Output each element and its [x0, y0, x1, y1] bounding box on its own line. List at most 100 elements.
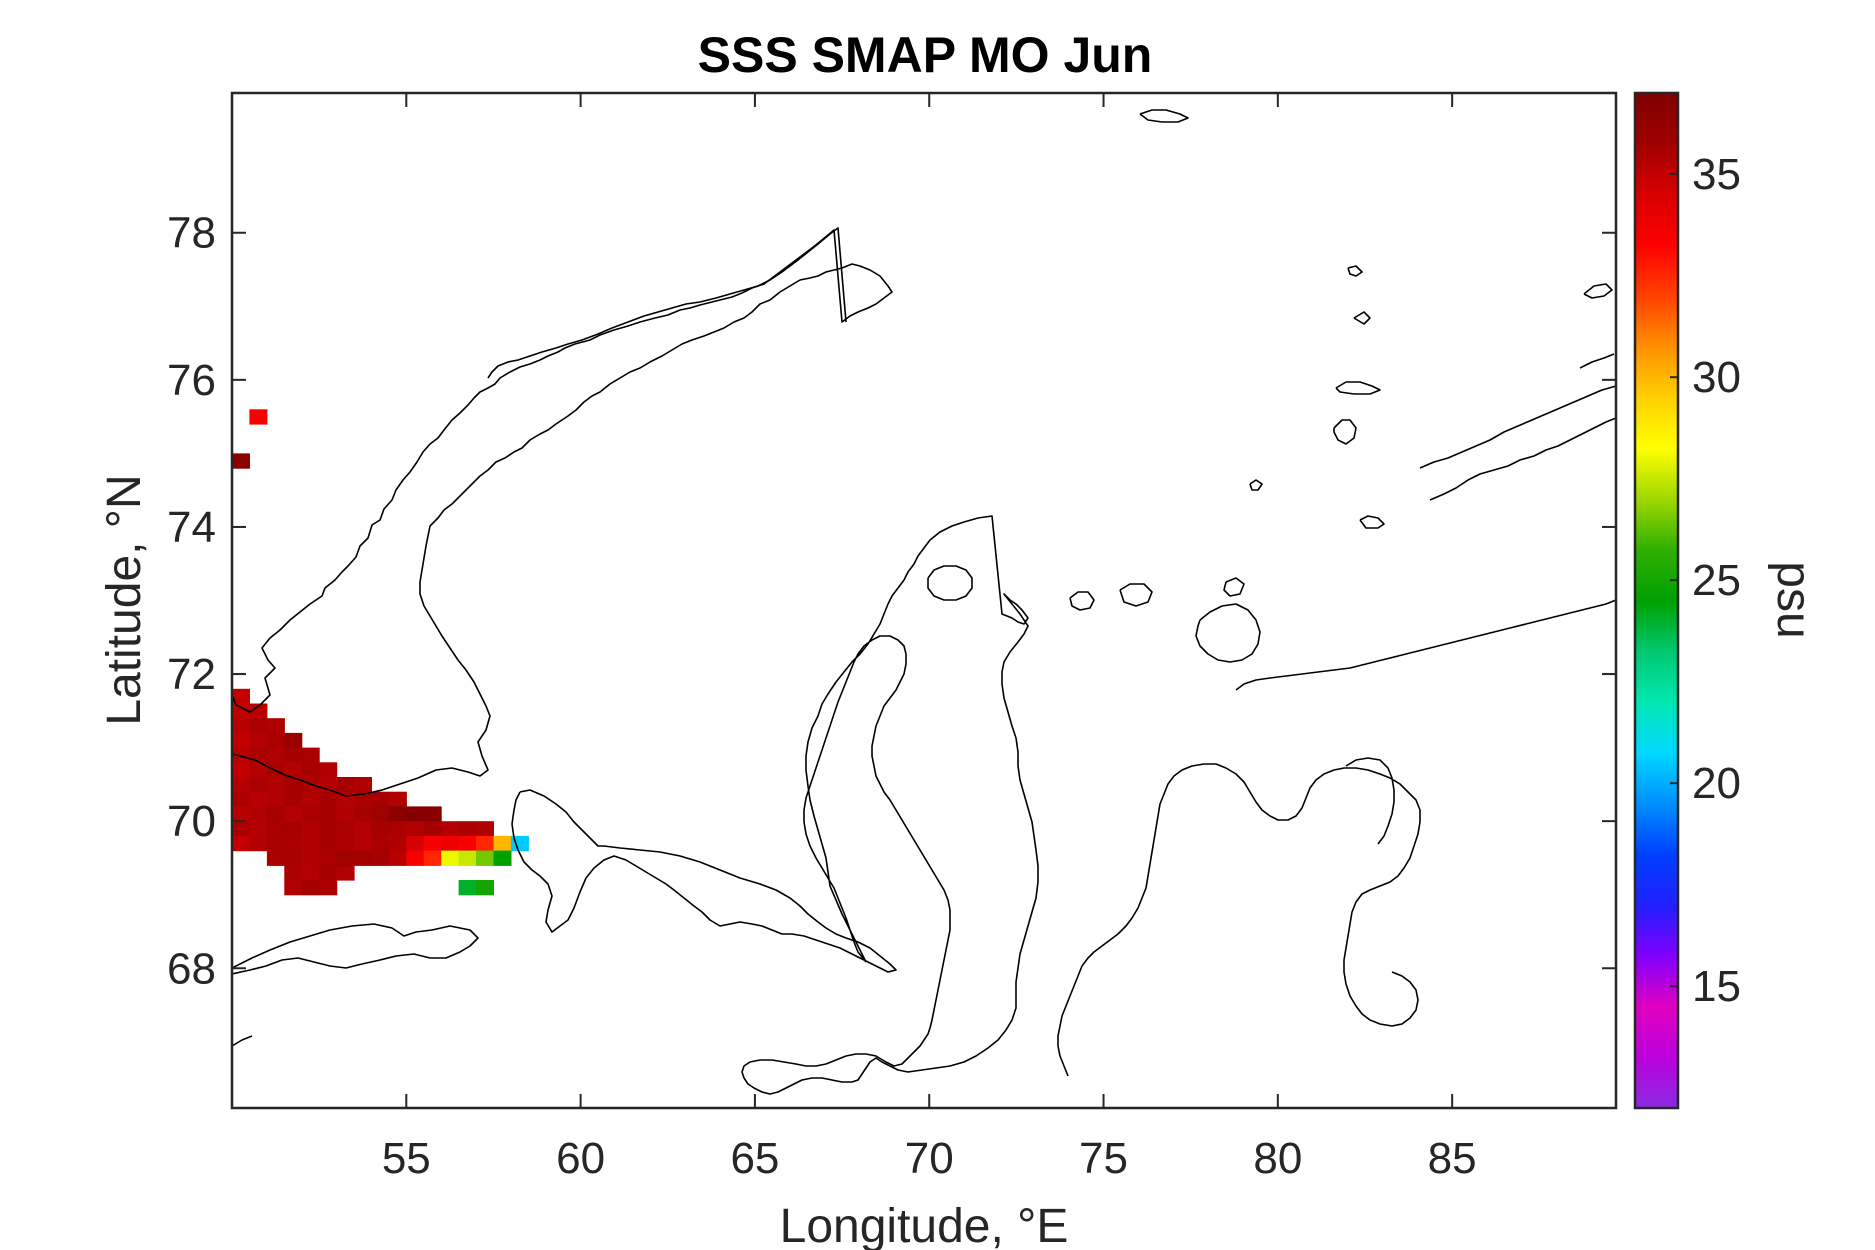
- salinity-cell: [458, 821, 477, 837]
- salinity-cell: [266, 718, 285, 734]
- salinity-cell: [249, 806, 268, 822]
- colorbar-frame: [1633, 91, 1680, 1110]
- salinity-cell: [232, 791, 250, 807]
- y-tick-label: 76: [167, 356, 216, 405]
- salinity-cell: [266, 821, 285, 837]
- island-top-2: [1347, 265, 1363, 277]
- colorbar-ticks: 15 20 25 30 35: [1670, 150, 1741, 1011]
- island-mid-4: [1359, 515, 1385, 529]
- salinity-cell: [319, 880, 338, 896]
- salinity-cell: [319, 762, 338, 778]
- island-small-2: [1119, 583, 1153, 607]
- salinity-cell: [388, 821, 407, 837]
- coastline-vaygach-yugorsky: [511, 789, 897, 973]
- coastline-taymyr-west: [1235, 599, 1616, 691]
- salinity-cell: [249, 732, 268, 749]
- coastline-taymyr-gulf: [1195, 603, 1261, 663]
- colorbar-tick-label: 35: [1692, 150, 1741, 199]
- salinity-cell: [301, 791, 320, 807]
- colorbar-tick-label: 20: [1692, 759, 1741, 808]
- coastline-small-north-1: [1353, 311, 1371, 325]
- coastline-gydan: [1057, 763, 1421, 1077]
- salinity-cell: [266, 850, 285, 866]
- coastline-mainland-west: [232, 923, 479, 975]
- coastline-severnaya-group: [1419, 385, 1616, 469]
- salinity-cell: [423, 821, 442, 837]
- salinity-cell: [319, 835, 338, 852]
- salinity-cell: [476, 850, 494, 866]
- salinity-cell: [301, 880, 320, 896]
- coastline-yamal: [741, 515, 1039, 1095]
- salinity-cell: [319, 806, 338, 822]
- salinity-cell: [249, 777, 268, 793]
- x-tick-label: 65: [730, 1134, 779, 1183]
- y-axis: 68 70 72 74 76 78: [167, 209, 1616, 993]
- island-mid-2: [1333, 419, 1357, 445]
- salinity-cell: [388, 835, 407, 852]
- salinity-cell: [249, 762, 268, 778]
- salinity-cell: [354, 791, 372, 807]
- salinity-cell: [301, 865, 320, 881]
- salinity-cell: [336, 835, 355, 852]
- salinity-cell: [441, 821, 460, 837]
- island-top-3: [1583, 283, 1613, 299]
- salinity-cell: [249, 791, 268, 807]
- salinity-cell: [493, 835, 512, 852]
- salinity-cell: [284, 762, 303, 778]
- salinity-cell: [371, 806, 390, 822]
- salinity-cell: [284, 777, 303, 793]
- salinity-cell: [336, 850, 355, 866]
- x-axis: 55 60 65 70 75 80 85: [382, 93, 1477, 1183]
- salinity-cell: [232, 821, 250, 837]
- salinity-cell: [249, 747, 268, 763]
- salinity-cell: [232, 718, 250, 734]
- salinity-cell: [371, 821, 390, 837]
- salinity-cell: [319, 791, 338, 807]
- salinity-cell: [441, 835, 460, 852]
- salinity-cell: [301, 850, 320, 866]
- salinity-cell: [232, 732, 250, 749]
- salinity-cell: [476, 821, 494, 837]
- salinity-cell: [441, 850, 460, 866]
- y-tick-label: 70: [167, 797, 216, 846]
- salinity-cell: [301, 762, 320, 778]
- colorbar: [1635, 93, 1678, 1108]
- salinity-cell: [284, 850, 303, 866]
- salinity-cell: [336, 777, 355, 793]
- salinity-cell: [232, 747, 250, 763]
- salinity-cell: [458, 835, 477, 852]
- salinity-cell: [388, 791, 407, 807]
- coastline-novaya-zemlya-north: [487, 227, 847, 379]
- salinity-cell: [284, 835, 303, 852]
- salinity-cell: [371, 835, 390, 852]
- island-mid-1: [1335, 381, 1381, 395]
- salinity-cell: [458, 880, 477, 896]
- y-tick-label: 74: [167, 503, 216, 552]
- salinity-cell: [406, 821, 425, 837]
- salinity-cell: [284, 821, 303, 837]
- island-small-1: [1069, 591, 1095, 611]
- salinity-cell: [336, 806, 355, 822]
- salinity-cell: [232, 762, 250, 778]
- salinity-cell: [354, 835, 372, 852]
- salinity-cell: [301, 835, 320, 852]
- coastline-severnaya-islands: [1429, 417, 1616, 501]
- salinity-cell: [406, 835, 425, 852]
- salinity-cell: [232, 777, 250, 793]
- salinity-cell: [232, 453, 250, 469]
- salinity-cell: [301, 806, 320, 822]
- salinity-cell: [336, 821, 355, 837]
- salinity-cell: [232, 835, 250, 852]
- colorbar-tick-label: 30: [1692, 353, 1741, 402]
- salinity-cell: [266, 732, 285, 749]
- x-tick-label: 85: [1428, 1134, 1477, 1183]
- salinity-cell: [354, 806, 372, 822]
- y-axis-label: Latitude, °N: [98, 474, 151, 725]
- salinity-cell: [232, 806, 250, 822]
- y-tick-label: 68: [167, 944, 216, 993]
- salinity-cell: [319, 821, 338, 837]
- island-mid-3: [1249, 479, 1263, 491]
- y-tick-label: 78: [167, 209, 216, 258]
- coastline-small-north-2: [1579, 353, 1615, 369]
